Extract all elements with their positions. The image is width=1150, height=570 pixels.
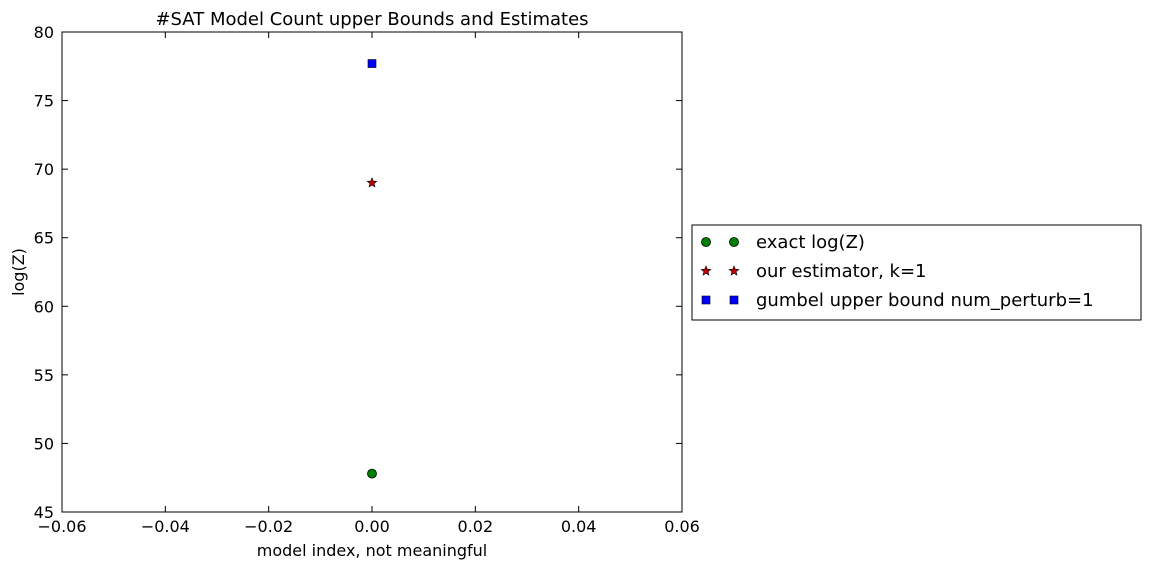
legend-label-exact: exact log(Z) [756,232,865,253]
legend-frame [691,224,1142,321]
legend-marker-star [728,265,740,276]
x-axis-label: model index, not meaningful [257,541,487,560]
y-tick-label: 45 [34,503,54,522]
legend-marker-square [729,295,739,305]
legend-marker-square [701,295,711,305]
legend-label-gumbel: gumbel upper bound num_perturb=1 [756,290,1094,311]
legend-marker-circle [701,237,711,247]
points-layer [366,59,378,479]
y-tick-label: 80 [34,23,54,42]
y-tick-label: 60 [34,297,54,316]
y-axis-label: log(Z) [9,248,28,296]
x-tick-label: 0.04 [561,517,597,536]
y-tick-label: 50 [34,434,54,453]
ticks-layer: −0.06 −0.04 −0.02 0.00 0.02 0.04 0.06 45 50 55 60 6… [34,23,700,536]
data-point-star [366,177,378,188]
y-tick-label: 70 [34,160,54,179]
y-tick-label: 55 [34,366,54,385]
x-tick-label: −0.02 [244,517,293,536]
x-tick-label: 0.02 [458,517,494,536]
data-point-square [367,59,377,68]
legend-marker-circle [729,237,739,247]
x-tick-label: 0.00 [354,517,390,536]
x-tick-label: 0.06 [664,517,700,536]
plot-frame [61,31,683,513]
y-tick-label: 65 [34,229,54,248]
y-tick-label: 75 [34,92,54,111]
legend-marks [700,237,740,305]
legend-marker-star [700,265,712,276]
data-point-circle [367,468,377,479]
legend-label-estimator: our estimator, k=1 [756,261,927,282]
x-tick-label: −0.04 [141,517,190,536]
chart-title: #SAT Model Count upper Bounds and Estima… [155,9,588,30]
legend: exact log(Z) our estimator, k=1 gumbel u… [691,224,1142,321]
x-tick-label: −0.06 [37,517,86,536]
